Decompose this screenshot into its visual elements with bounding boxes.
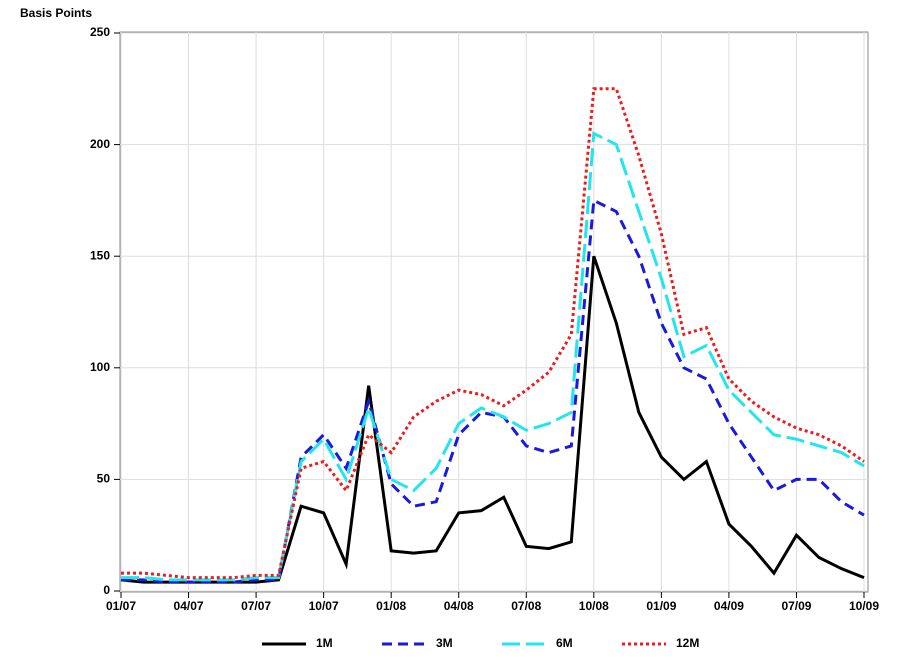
y-tick-label: 150: [90, 248, 110, 262]
y-tick-label: 100: [90, 360, 110, 374]
x-tick-label: 04/07: [174, 599, 204, 613]
y-tick-label: 50: [97, 472, 111, 486]
x-tick-label: 10/08: [579, 599, 609, 613]
y-tick-label: 250: [90, 25, 110, 39]
y-tick-label: 0: [103, 583, 110, 597]
x-tick-label: 07/09: [781, 599, 811, 613]
legend-label: 1M: [316, 636, 333, 650]
y-axis-label: Basis Points: [20, 6, 92, 20]
x-tick-label: 01/07: [106, 599, 136, 613]
x-tick-label: 10/07: [309, 599, 339, 613]
x-tick-label: 04/08: [444, 599, 474, 613]
legend-label: 3M: [436, 636, 453, 650]
x-tick-label: 10/09: [849, 599, 879, 613]
legend-label: 6M: [556, 636, 573, 650]
legend-label: 12M: [676, 636, 699, 650]
x-tick-label: 07/07: [241, 599, 271, 613]
series-line: [121, 198, 865, 584]
plot-frame: [119, 31, 869, 593]
x-tick-label: 07/08: [511, 599, 541, 613]
x-tick-label: 01/08: [376, 599, 406, 613]
series-line: [120, 255, 865, 584]
series-line: [121, 131, 865, 582]
x-tick-label: 04/09: [714, 599, 744, 613]
y-tick-label: 200: [90, 137, 110, 151]
series-line: [121, 87, 865, 580]
x-tick-label: 01/09: [646, 599, 676, 613]
